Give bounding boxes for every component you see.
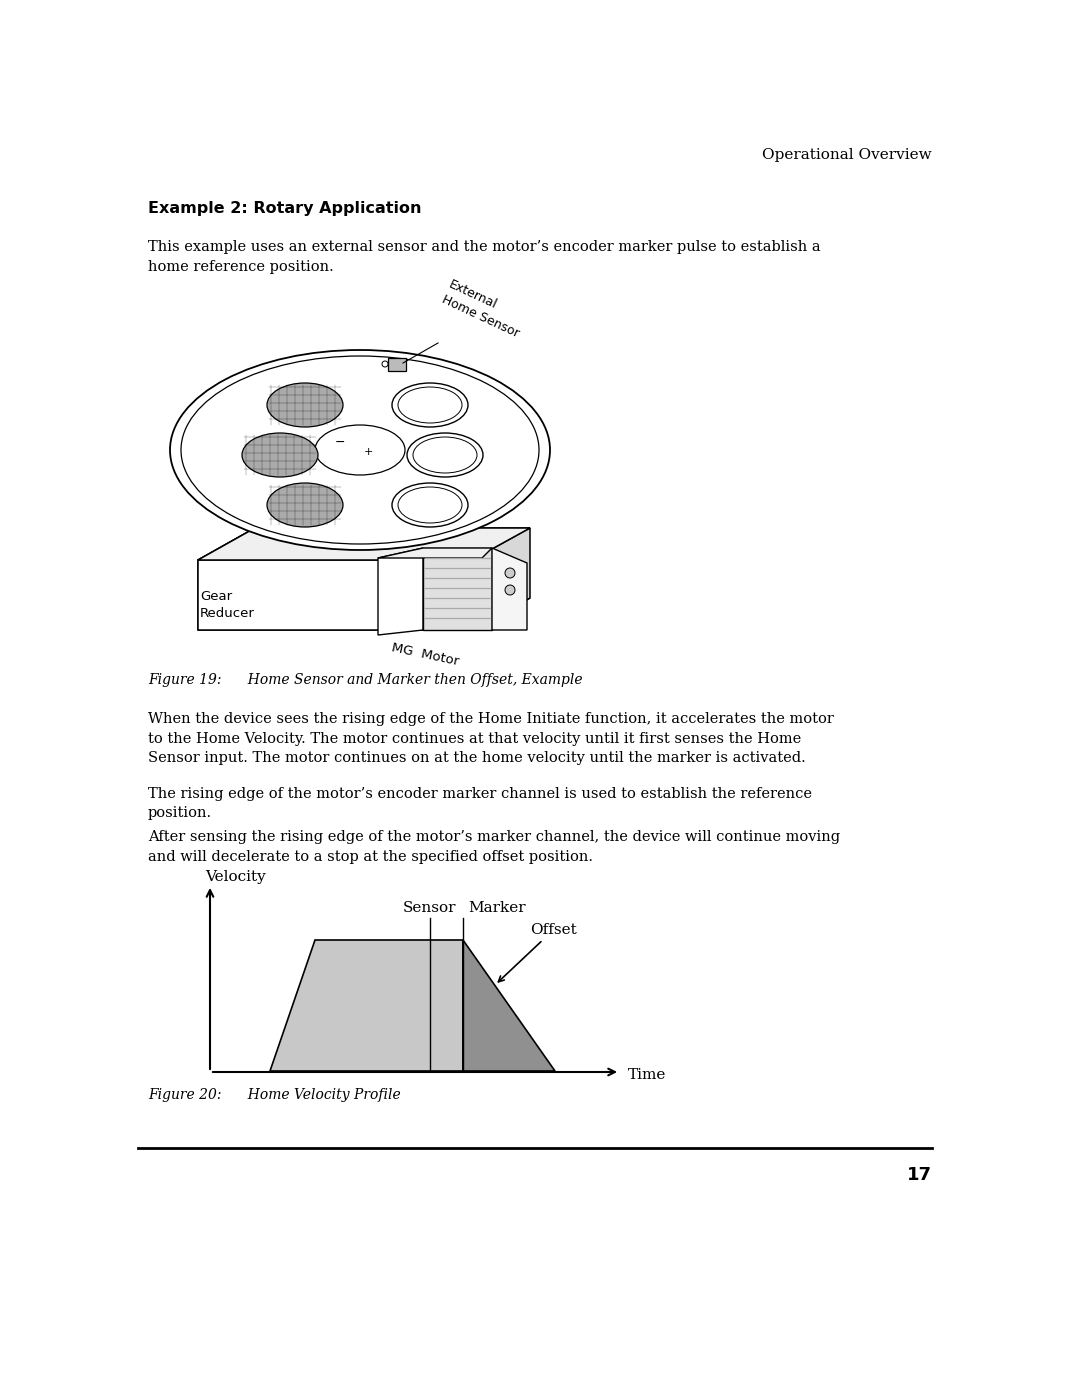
- Text: Example 2: Rotary Application: Example 2: Rotary Application: [148, 201, 421, 215]
- Text: Sensor: Sensor: [403, 901, 457, 915]
- Text: Marker: Marker: [468, 901, 526, 915]
- Circle shape: [505, 585, 515, 595]
- Circle shape: [382, 360, 388, 367]
- Polygon shape: [270, 940, 463, 1071]
- Text: MG  Motor: MG Motor: [390, 641, 460, 669]
- Polygon shape: [198, 528, 530, 560]
- Polygon shape: [472, 528, 530, 630]
- Polygon shape: [423, 548, 492, 630]
- Ellipse shape: [242, 433, 318, 476]
- Polygon shape: [463, 940, 555, 1071]
- Text: Time: Time: [627, 1067, 666, 1083]
- Polygon shape: [378, 548, 423, 636]
- Text: Offset: Offset: [498, 923, 577, 982]
- Polygon shape: [492, 548, 527, 630]
- Text: Velocity: Velocity: [205, 870, 266, 884]
- Text: After sensing the rising edge of the motor’s marker channel, the device will con: After sensing the rising edge of the mot…: [148, 830, 840, 863]
- Polygon shape: [378, 548, 492, 557]
- Text: Operational Overview: Operational Overview: [762, 148, 932, 162]
- Polygon shape: [198, 528, 255, 630]
- Ellipse shape: [267, 383, 343, 427]
- Ellipse shape: [392, 483, 468, 527]
- Text: The rising edge of the motor’s encoder marker channel is used to establish the r: The rising edge of the motor’s encoder m…: [148, 787, 812, 820]
- Ellipse shape: [392, 383, 468, 427]
- Polygon shape: [198, 598, 530, 630]
- Ellipse shape: [399, 387, 462, 423]
- Text: This example uses an external sensor and the motor’s encoder marker pulse to est: This example uses an external sensor and…: [148, 240, 821, 274]
- Text: −: −: [335, 436, 346, 448]
- Ellipse shape: [181, 356, 539, 543]
- Ellipse shape: [315, 425, 405, 475]
- Polygon shape: [388, 358, 406, 372]
- Text: 17: 17: [907, 1166, 932, 1185]
- Polygon shape: [198, 528, 530, 560]
- Ellipse shape: [413, 437, 477, 474]
- Ellipse shape: [267, 483, 343, 527]
- Text: Gear
Reducer: Gear Reducer: [200, 590, 255, 620]
- Polygon shape: [198, 560, 472, 630]
- Text: +: +: [363, 447, 373, 457]
- Text: When the device sees the rising edge of the Home Initiate function, it accelerat: When the device sees the rising edge of …: [148, 712, 834, 766]
- Text: Figure 20:      Home Velocity Profile: Figure 20: Home Velocity Profile: [148, 1088, 401, 1102]
- Text: External
Home Sensor: External Home Sensor: [440, 278, 528, 339]
- Ellipse shape: [170, 351, 550, 550]
- Circle shape: [505, 569, 515, 578]
- Ellipse shape: [399, 488, 462, 522]
- Text: Figure 19:      Home Sensor and Marker then Offset, Example: Figure 19: Home Sensor and Marker then O…: [148, 673, 582, 687]
- Ellipse shape: [407, 433, 483, 476]
